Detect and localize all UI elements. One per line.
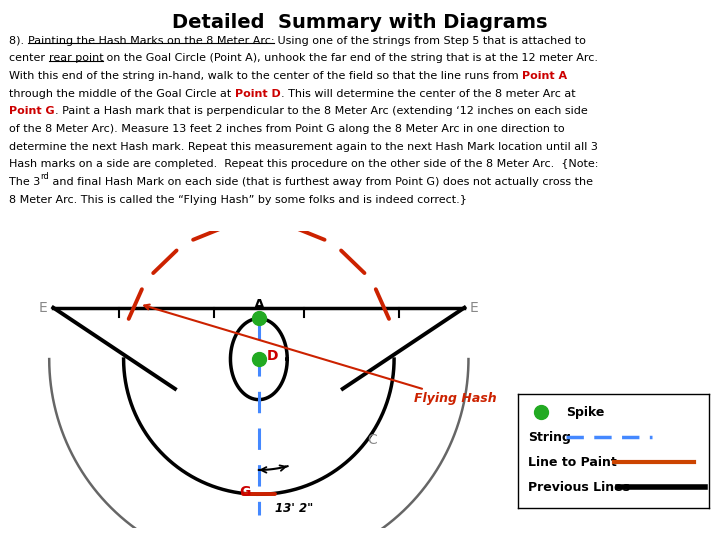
Text: G: G: [239, 484, 251, 498]
Text: rd: rd: [40, 172, 50, 181]
Text: on the Goal Circle (Point A), unhook the far end of the string that is at the 12: on the Goal Circle (Point A), unhook the…: [104, 53, 598, 64]
Text: Point G: Point G: [9, 106, 55, 116]
Text: Spike: Spike: [566, 406, 605, 419]
Text: determine the next Hash mark. Repeat this measurement again to the next Hash Mar: determine the next Hash mark. Repeat thi…: [9, 141, 598, 152]
Text: E: E: [39, 301, 48, 315]
Text: rear point: rear point: [49, 53, 104, 64]
Text: through the middle of the Goal Circle at: through the middle of the Goal Circle at: [9, 89, 235, 99]
Text: 8).: 8).: [9, 36, 28, 46]
Text: Previous Lines: Previous Lines: [528, 481, 630, 494]
Text: Using one of the strings from Step 5 that is attached to: Using one of the strings from Step 5 tha…: [274, 36, 586, 46]
Text: String: String: [528, 431, 571, 444]
Text: Hash marks on a side are completed.  Repeat this procedure on the other side of : Hash marks on a side are completed. Repe…: [9, 159, 599, 169]
Text: Point A: Point A: [523, 71, 567, 81]
Text: Painting the Hash Marks on the 8 Meter Arc:: Painting the Hash Marks on the 8 Meter A…: [28, 36, 274, 46]
Text: Point D: Point D: [235, 89, 281, 99]
Text: . Paint a Hash mark that is perpendicular to the 8 Meter Arc (extending ‘12 inch: . Paint a Hash mark that is perpendicula…: [55, 106, 588, 116]
Text: Flying Hash: Flying Hash: [144, 305, 497, 406]
Text: 8 Meter Arc. This is called the “Flying Hash” by some folks and is indeed correc: 8 Meter Arc. This is called the “Flying …: [9, 194, 467, 205]
Text: With this end of the string in-hand, walk to the center of the field so that the: With this end of the string in-hand, wal…: [9, 71, 523, 81]
Text: D: D: [267, 349, 279, 363]
Text: of the 8 Meter Arc). Measure 13 feet 2 inches from Point G along the 8 Meter Arc: of the 8 Meter Arc). Measure 13 feet 2 i…: [9, 124, 565, 134]
Text: Detailed  Summary with Diagrams: Detailed Summary with Diagrams: [172, 14, 548, 32]
Text: C: C: [367, 433, 377, 447]
Text: Line to Paint: Line to Paint: [528, 456, 617, 469]
Text: center: center: [9, 53, 49, 64]
Text: . This will determine the center of the 8 meter Arc at: . This will determine the center of the …: [281, 89, 575, 99]
Text: The 3: The 3: [9, 177, 40, 187]
Text: A: A: [253, 298, 264, 312]
Text: and final Hash Mark on each side (that is furthest away from Point G) does not a: and final Hash Mark on each side (that i…: [50, 177, 593, 187]
Text: 13' 2": 13' 2": [275, 502, 313, 515]
Text: E: E: [470, 301, 479, 315]
